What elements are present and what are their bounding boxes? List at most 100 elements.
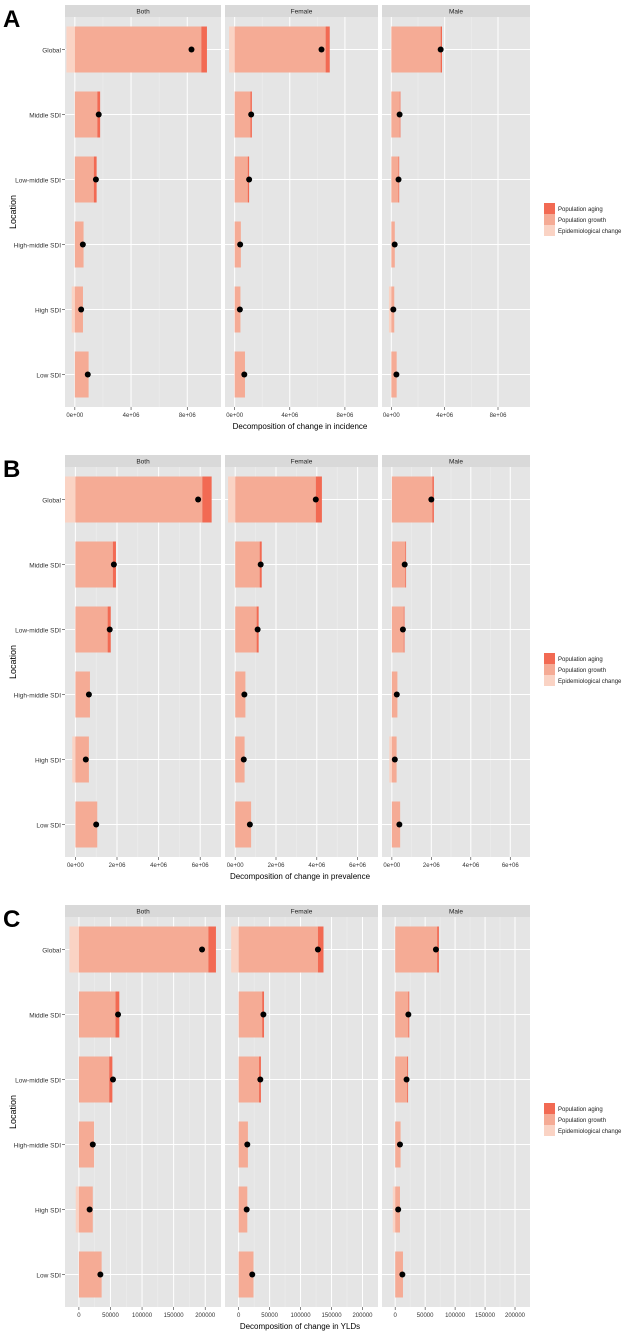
location-label: High-middle SDI — [14, 1143, 62, 1150]
bar-population-aging — [202, 476, 212, 523]
bar-epidemiological-change — [392, 1186, 396, 1233]
x-tick-label: 50000 — [261, 1313, 278, 1319]
bar-population-growth — [234, 351, 245, 398]
x-tick-label: 4e+06 — [436, 413, 454, 419]
bar-population-growth — [391, 541, 406, 588]
total-change-point — [395, 1206, 402, 1213]
x-tick-label: 0 — [77, 1313, 81, 1319]
facet-strip — [65, 455, 221, 467]
legend-key — [544, 1103, 555, 1114]
y-axis-title: Location — [8, 195, 18, 229]
facet-panel — [65, 467, 221, 857]
bar-epidemiological-change — [388, 286, 392, 333]
x-tick-label: 200000 — [505, 1313, 526, 1319]
x-tick-label: 200000 — [195, 1313, 216, 1319]
total-change-point — [391, 241, 398, 248]
legend-label: Population growth — [558, 1118, 606, 1124]
bar-population-growth — [391, 91, 400, 138]
total-change-point — [110, 1076, 116, 1083]
total-change-point — [390, 306, 397, 313]
bar-epidemiological-change — [389, 736, 392, 783]
facet-panel — [225, 467, 378, 857]
total-change-point — [257, 1076, 264, 1083]
panel-tag: B — [3, 456, 20, 483]
location-label: High-middle SDI — [14, 243, 62, 250]
x-tick-label: 50000 — [102, 1313, 119, 1319]
total-change-point — [241, 371, 248, 378]
bar-population-growth — [74, 351, 89, 398]
total-change-point — [244, 1141, 251, 1148]
facet-panel — [65, 917, 221, 1307]
x-tick-label: 2e+06 — [109, 863, 127, 869]
bar-population-growth — [74, 91, 98, 138]
facet-label: Male — [449, 9, 463, 16]
facet-strip — [225, 5, 378, 17]
x-tick-label: 150000 — [322, 1313, 343, 1319]
facet-strip — [225, 905, 378, 917]
y-axis-title: Location — [8, 645, 18, 679]
total-change-point — [312, 496, 319, 503]
bar-population-aging — [315, 476, 322, 523]
total-change-point — [249, 1271, 256, 1278]
total-change-point — [393, 691, 400, 698]
bar-population-growth — [395, 1056, 408, 1103]
total-change-point — [79, 241, 86, 248]
bar-population-growth — [238, 1186, 248, 1233]
x-tick-label: 6e+06 — [192, 863, 210, 869]
bar-population-growth — [234, 91, 251, 138]
bar-epidemiological-change — [231, 926, 239, 973]
x-tick-label: 0e+00 — [226, 413, 244, 419]
bar-population-growth — [391, 801, 401, 848]
x-tick-label: 100000 — [445, 1313, 466, 1319]
facet-panel — [382, 17, 530, 407]
x-tick-label: 0 — [394, 1313, 398, 1319]
total-change-point — [115, 1011, 122, 1018]
bar-population-growth — [395, 1251, 403, 1298]
panel-tag: A — [3, 6, 20, 33]
facet-label: Male — [449, 909, 463, 916]
total-change-point — [92, 176, 99, 183]
bar-epidemiological-change — [228, 476, 236, 523]
bar-population-aging — [201, 26, 207, 73]
legend-key — [544, 214, 555, 225]
bar-population-growth — [235, 606, 257, 653]
x-tick-label: 8e+06 — [490, 413, 508, 419]
legend-key — [544, 1114, 555, 1125]
bar-population-growth — [74, 26, 202, 73]
bar-population-growth — [238, 991, 263, 1038]
x-tick-label: 2e+06 — [423, 863, 441, 869]
legend-key — [544, 225, 555, 236]
x-tick-label: 4e+06 — [150, 863, 168, 869]
total-change-point — [437, 46, 444, 53]
x-tick-label: 0e+00 — [66, 413, 84, 419]
total-change-point — [428, 496, 435, 503]
bar-population-growth — [235, 736, 245, 783]
legend-key — [544, 664, 555, 675]
facet-label: Both — [136, 459, 150, 466]
total-change-point — [240, 756, 247, 763]
total-change-point — [396, 111, 403, 118]
facet-label: Both — [136, 9, 150, 16]
total-change-point — [432, 946, 439, 953]
total-change-point — [195, 496, 202, 503]
total-change-point — [82, 756, 89, 763]
x-tick-label: 8e+06 — [179, 413, 197, 419]
location-label: High-middle SDI — [14, 693, 62, 700]
total-change-point — [318, 46, 325, 53]
x-tick-label: 0e+00 — [227, 863, 245, 869]
x-tick-label: 50000 — [417, 1313, 434, 1319]
bar-epidemiological-change — [71, 286, 75, 333]
bar-epidemiological-change — [66, 26, 75, 73]
facet-panel — [382, 467, 530, 857]
total-change-point — [97, 1271, 104, 1278]
total-change-point — [314, 946, 321, 953]
total-change-point — [78, 306, 85, 313]
total-change-point — [396, 821, 403, 828]
total-change-point — [260, 1011, 267, 1018]
x-tick-label: 100000 — [291, 1313, 312, 1319]
bar-epidemiological-change — [72, 736, 76, 783]
facet-panel — [225, 17, 378, 407]
bar-population-growth — [74, 156, 94, 203]
bar-population-growth — [391, 156, 399, 203]
